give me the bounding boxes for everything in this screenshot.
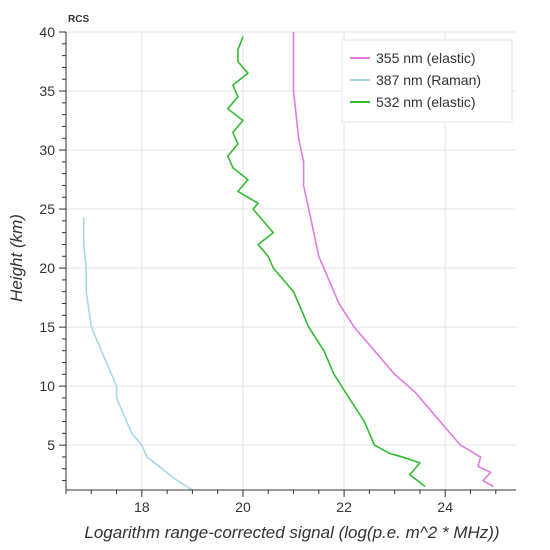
y-tick-label: 40 — [39, 24, 55, 40]
series-line-2 — [82, 217, 193, 491]
y-tick-label: 35 — [39, 83, 55, 99]
y-tick-label: 30 — [39, 142, 55, 158]
y-tick-label: 15 — [39, 319, 55, 335]
axes: 18 20 22 24 5 10 15 20 25 30 35 40 — [39, 24, 516, 515]
x-tick-label: 20 — [235, 499, 251, 515]
legend-label-2: 387 nm (Raman) — [376, 72, 481, 88]
x-tick-label: 18 — [134, 499, 150, 515]
y-tick-label: 25 — [39, 201, 55, 217]
y-tick-label: 10 — [39, 378, 55, 394]
x-axis-title: Logarithm range-corrected signal (log(p.… — [84, 523, 499, 542]
legend-label-1: 355 nm (elastic) — [376, 50, 476, 66]
series-line-3 — [227, 36, 426, 488]
legend-label-3: 532 nm (elastic) — [376, 94, 476, 110]
series-group — [82, 32, 494, 491]
legend-box — [341, 39, 513, 123]
y-tick-label: 20 — [39, 260, 55, 276]
y-axis-title: Height (km) — [7, 214, 26, 302]
series-line-1 — [292, 32, 494, 488]
y-tick-label: 5 — [47, 437, 55, 453]
chart-title: RCS — [68, 14, 89, 25]
x-tick-label: 24 — [437, 499, 453, 515]
x-tick-label: 22 — [336, 499, 352, 515]
legend: 355 nm (elastic) 387 nm (Raman) 532 nm (el… — [341, 39, 513, 123]
